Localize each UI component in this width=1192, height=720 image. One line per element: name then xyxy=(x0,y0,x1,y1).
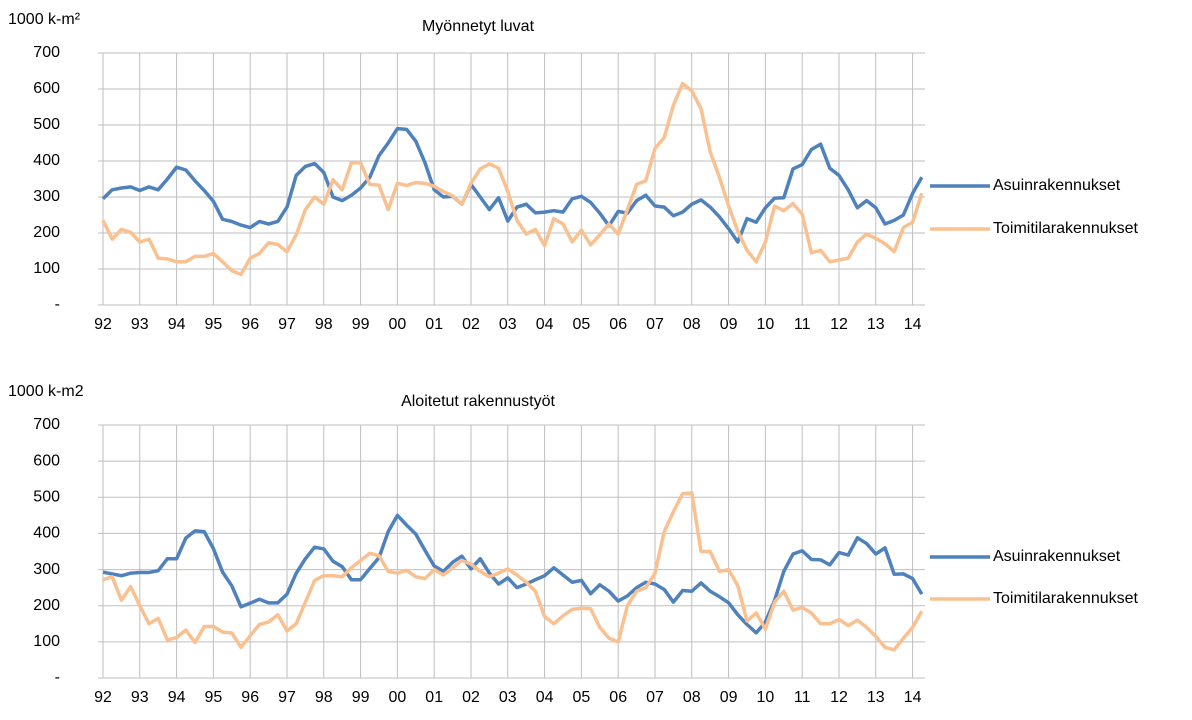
x-tick-label: 92 xyxy=(94,316,112,333)
y-tick-label: 200 xyxy=(33,224,60,241)
x-tick-label: 14 xyxy=(904,689,922,706)
x-tick-label: 94 xyxy=(168,316,186,333)
y-tick-label: 300 xyxy=(33,188,60,205)
x-tick-label: 04 xyxy=(536,316,554,333)
x-tick-label: 08 xyxy=(683,689,701,706)
x-tick-label: 10 xyxy=(757,689,775,706)
x-tick-label: 00 xyxy=(389,689,407,706)
x-tick-label: 95 xyxy=(205,689,223,706)
x-tick-label: 11 xyxy=(794,689,811,706)
x-tick-label: 93 xyxy=(131,689,149,706)
x-tick-label: 94 xyxy=(168,689,186,706)
legend-label: Asuinrakennukset xyxy=(993,548,1121,565)
x-tick-label: 98 xyxy=(315,689,333,706)
x-tick-label: 99 xyxy=(352,316,370,333)
x-tick-label: 12 xyxy=(830,316,848,333)
y-tick-label: - xyxy=(55,669,60,686)
chart-title: Myönnetyt luvat xyxy=(422,18,535,35)
x-tick-label: 13 xyxy=(867,316,885,333)
x-tick-label: 08 xyxy=(683,316,701,333)
x-tick-label: 03 xyxy=(499,316,517,333)
x-tick-label: 14 xyxy=(904,316,922,333)
legend-label: Toimitilarakennukset xyxy=(993,590,1139,607)
series-line xyxy=(102,513,924,635)
x-tick-label: 96 xyxy=(241,689,259,706)
x-tick-label: 98 xyxy=(315,316,333,333)
series-line xyxy=(102,491,924,652)
x-tick-label: 97 xyxy=(278,689,296,706)
x-tick-label: 09 xyxy=(720,316,738,333)
x-tick-label: 93 xyxy=(131,316,149,333)
x-tick-label: 06 xyxy=(609,689,627,706)
y-tick-label: 700 xyxy=(33,44,60,61)
y-tick-label: 400 xyxy=(33,525,60,542)
x-tick-label: 01 xyxy=(425,689,443,706)
x-tick-label: 02 xyxy=(462,316,480,333)
y-tick-label: 500 xyxy=(33,116,60,133)
series-line xyxy=(101,81,924,277)
x-tick-label: 00 xyxy=(389,316,407,333)
x-tick-label: 11 xyxy=(794,316,811,333)
y-tick-label: 400 xyxy=(33,152,60,169)
x-tick-label: 01 xyxy=(425,316,443,333)
y-tick-label: 100 xyxy=(33,260,60,277)
x-tick-label: 12 xyxy=(830,689,848,706)
x-tick-label: 07 xyxy=(646,316,664,333)
legend-label: Asuinrakennukset xyxy=(993,177,1121,194)
legend-label: Toimitilarakennukset xyxy=(993,220,1139,237)
x-tick-label: 02 xyxy=(462,689,480,706)
x-tick-label: 05 xyxy=(573,316,591,333)
y-tick-label: 100 xyxy=(33,633,60,650)
y-tick-label: 200 xyxy=(33,597,60,614)
x-tick-label: 96 xyxy=(241,316,259,333)
x-tick-label: 97 xyxy=(278,316,296,333)
x-tick-label: 06 xyxy=(609,316,627,333)
x-tick-label: 92 xyxy=(94,689,112,706)
x-tick-label: 03 xyxy=(499,689,517,706)
x-tick-label: 04 xyxy=(536,689,554,706)
y-axis-label: 1000 k-m2 xyxy=(8,383,84,400)
x-tick-label: 13 xyxy=(867,689,885,706)
y-axis-label: 1000 k-m² xyxy=(8,11,81,28)
x-tick-label: 10 xyxy=(757,316,775,333)
chart-title: Aloitetut rakennustyöt xyxy=(401,393,555,410)
y-tick-label: 500 xyxy=(33,489,60,506)
x-tick-label: 99 xyxy=(352,689,370,706)
series-line xyxy=(101,126,924,244)
x-tick-label: 09 xyxy=(720,689,738,706)
y-tick-label: 300 xyxy=(33,561,60,578)
y-tick-label: 600 xyxy=(33,80,60,97)
x-tick-label: 05 xyxy=(573,689,591,706)
y-tick-label: - xyxy=(55,296,60,313)
y-tick-label: 600 xyxy=(33,452,60,469)
y-tick-label: 700 xyxy=(33,416,60,433)
x-tick-label: 07 xyxy=(646,689,664,706)
x-tick-label: 95 xyxy=(205,316,223,333)
